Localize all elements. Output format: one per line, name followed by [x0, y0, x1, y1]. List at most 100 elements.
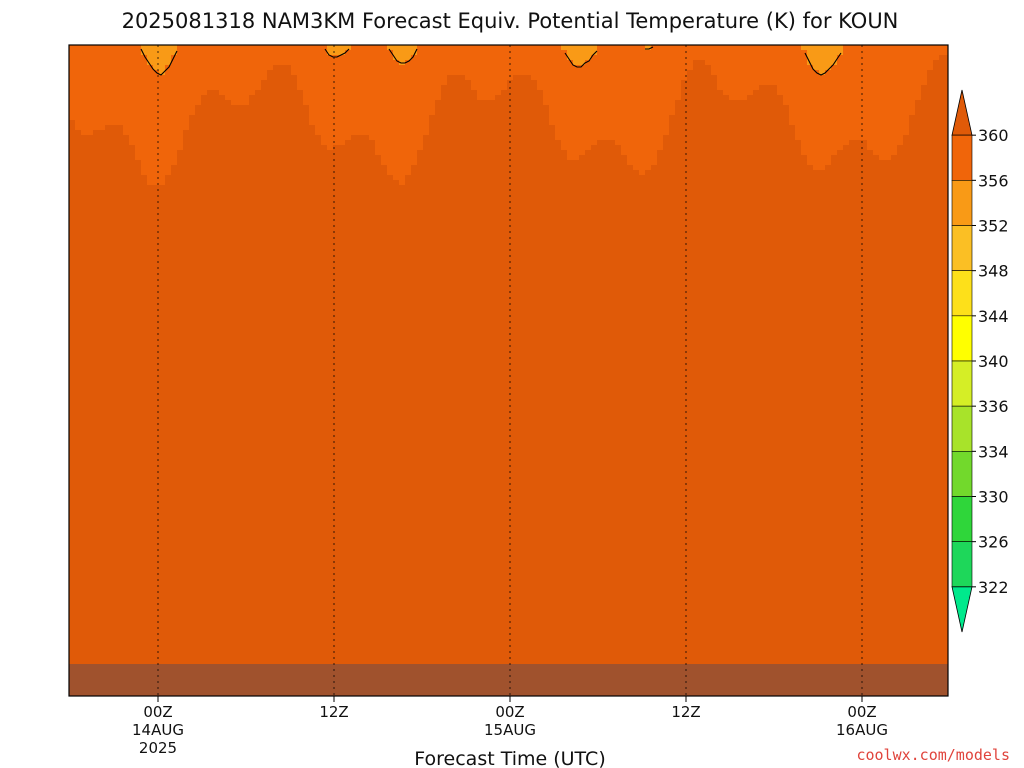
field-cell — [639, 60, 646, 66]
field-cell — [297, 85, 304, 91]
field-cell — [345, 80, 352, 86]
field-cell — [237, 140, 244, 146]
field-cell — [99, 190, 106, 196]
field-cell — [207, 60, 214, 66]
field-cell — [99, 95, 106, 101]
field-cell — [297, 100, 304, 106]
field-cell — [441, 180, 448, 186]
field-cell — [663, 125, 670, 131]
field-cell — [345, 170, 352, 176]
field-cell — [309, 55, 316, 61]
field-cell — [297, 115, 304, 121]
field-cell — [489, 190, 496, 196]
field-cell — [297, 110, 304, 116]
field-cell — [543, 105, 550, 111]
field-cell — [297, 140, 304, 146]
field-cell — [855, 180, 862, 186]
field-cell — [459, 145, 466, 151]
field-cell — [741, 95, 748, 101]
field-cell — [351, 175, 358, 181]
field-cell — [507, 125, 514, 131]
field-cell — [567, 135, 574, 141]
field-cell — [477, 115, 484, 121]
field-cell — [567, 175, 574, 181]
field-cell — [471, 180, 478, 186]
field-cell — [291, 125, 298, 131]
field-cell — [135, 135, 142, 141]
field-cell — [213, 190, 220, 196]
field-cell — [285, 165, 292, 171]
field-cell — [933, 95, 940, 101]
field-cell — [909, 100, 916, 106]
field-cell — [387, 45, 394, 51]
field-cell — [453, 45, 460, 51]
field-cell — [207, 170, 214, 176]
field-cell — [879, 115, 886, 121]
field-cell — [711, 165, 718, 171]
field-cell — [489, 210, 496, 216]
field-cell — [741, 160, 748, 166]
field-cell — [861, 205, 868, 211]
field-cell — [141, 100, 148, 106]
field-cell — [165, 195, 172, 201]
field-cell — [651, 50, 658, 56]
field-cell — [657, 110, 664, 116]
field-cell — [867, 185, 874, 191]
field-cell — [759, 95, 766, 101]
field-cell — [87, 200, 94, 206]
field-cell — [693, 155, 700, 161]
field-cell — [225, 95, 232, 101]
field-cell — [303, 130, 310, 136]
field-cell — [933, 195, 940, 201]
field-cell — [423, 185, 430, 191]
field-cell — [495, 95, 502, 101]
field-cell — [429, 55, 436, 61]
field-cell — [933, 50, 940, 56]
field-cell — [531, 185, 538, 191]
field-cell — [621, 195, 628, 201]
field-cell — [813, 205, 820, 211]
field-cell — [663, 160, 670, 166]
field-cell — [705, 175, 712, 181]
field-cell — [465, 125, 472, 131]
field-cell — [861, 55, 868, 61]
field-cell — [591, 115, 598, 121]
field-cell — [675, 60, 682, 66]
field-cell — [177, 80, 184, 86]
field-cell — [423, 65, 430, 71]
field-cell — [153, 200, 160, 206]
field-cell — [579, 110, 586, 116]
field-cell — [573, 85, 580, 91]
field-cell — [465, 90, 472, 96]
field-cell — [471, 70, 478, 76]
field-cell — [225, 45, 232, 51]
field-cell — [831, 45, 838, 51]
field-cell — [867, 45, 874, 51]
field-cell — [525, 90, 532, 96]
field-cell — [633, 65, 640, 71]
field-cell — [777, 135, 784, 141]
field-cell — [921, 90, 928, 96]
field-cell — [867, 145, 874, 151]
field-cell — [465, 140, 472, 146]
field-cell — [687, 200, 694, 206]
field-cell — [207, 65, 214, 71]
field-cell — [477, 125, 484, 131]
field-cell — [453, 60, 460, 66]
field-cell — [507, 180, 514, 186]
field-cell — [393, 95, 400, 101]
field-cell — [111, 90, 118, 96]
field-cell — [297, 80, 304, 86]
field-cell — [615, 205, 622, 211]
field-cell — [249, 155, 256, 161]
field-cell — [747, 150, 754, 156]
field-cell — [693, 130, 700, 136]
field-cell — [915, 175, 922, 181]
field-cell — [765, 140, 772, 146]
field-cell — [309, 135, 316, 141]
field-cell — [387, 110, 394, 116]
field-cell — [933, 100, 940, 106]
field-cell — [825, 45, 832, 51]
field-cell — [789, 65, 796, 71]
field-cell — [891, 105, 898, 111]
